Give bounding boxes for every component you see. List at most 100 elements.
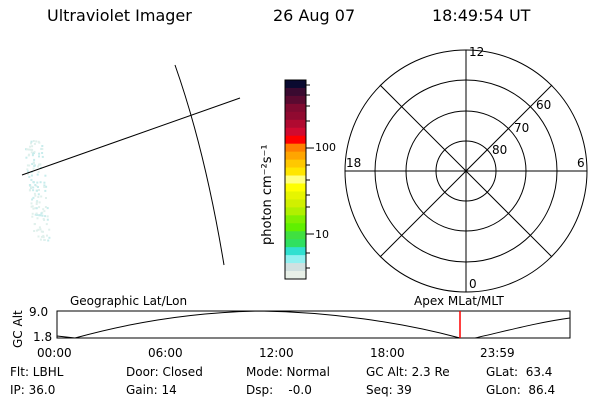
emission-pixel: [44, 215, 47, 218]
mlt-label-12: 12: [469, 45, 485, 59]
emission-pixel: [32, 189, 35, 192]
emission-pixel: [32, 196, 35, 199]
emission-pixel: [39, 238, 42, 241]
emission-pixel: [28, 175, 31, 178]
emission-pixel: [33, 230, 36, 232]
emission-pixel: [37, 193, 40, 196]
emission-pixel: [39, 214, 42, 217]
emission-pixel: [32, 186, 35, 189]
colorbar-swatch: [285, 95, 306, 105]
emission-pixel: [33, 142, 36, 145]
colorbar-swatch: [285, 127, 306, 137]
colorbar-swatch: [285, 223, 306, 232]
colorbar-swatch: [285, 111, 306, 121]
colorbar-swatch: [285, 119, 306, 129]
emission-pixel: [31, 212, 34, 215]
colorbar-swatch: [285, 239, 306, 248]
emission-pixel: [38, 201, 41, 204]
emission-pixel: [35, 212, 38, 215]
emission-pixel: [38, 214, 41, 217]
emission-pixel: [36, 181, 39, 184]
emission-pixel: [35, 207, 38, 210]
emission-pixel: [34, 184, 37, 186]
emission-pixel: [34, 194, 37, 197]
emission-pixel: [32, 152, 34, 155]
colorbar-swatch: [285, 103, 306, 113]
colorbar-swatch: [285, 135, 306, 145]
emission-pixel: [35, 201, 38, 203]
y-tick-9: 9.0: [29, 305, 49, 319]
emission-pixel: [31, 148, 34, 151]
emission-pixel: [25, 148, 28, 151]
emission-pixel: [46, 234, 48, 237]
emission-pixel: [37, 171, 40, 173]
geographic-grid-line: [21, 97, 241, 176]
emission-pixel: [35, 140, 38, 143]
altitude-plot-frame: [56, 310, 571, 339]
timeline-left-title: Geographic Lat/Lon: [70, 294, 188, 308]
geographic-grid-curve: [174, 64, 225, 266]
colorbar-ticks: [306, 84, 314, 269]
emission-pixel: [32, 162, 35, 165]
colorbar-swatch: [285, 231, 306, 240]
emission-pixel: [29, 145, 32, 148]
emission-pixel: [30, 151, 33, 154]
emission-pixel: [37, 165, 40, 168]
emission-pixel: [34, 207, 37, 210]
glat-value: GLat: 63.4: [486, 365, 553, 379]
emission-pixel: [42, 218, 45, 220]
emission-pixel: [28, 184, 31, 186]
x-tick-1200: 12:00: [259, 346, 294, 360]
emission-pixel: [28, 164, 31, 167]
x-tick-1800: 18:00: [370, 346, 405, 360]
instrument-title: Ultraviolet Imager: [47, 6, 192, 25]
emission-pixel: [37, 228, 40, 231]
colorbar-swatch: [285, 247, 306, 256]
colorbar-tick-100: 100: [315, 141, 336, 154]
emission-pixel: [40, 195, 43, 198]
emission-pixel: [36, 189, 38, 192]
gain-value: Gain: 14: [126, 383, 177, 397]
emission-pixel: [39, 181, 42, 184]
emission-pixel: [48, 236, 51, 239]
colorbar-swatch: [285, 271, 306, 280]
colorbar-swatch: [285, 215, 306, 224]
emission-pixel: [37, 196, 40, 198]
mode-value: Mode: Normal: [246, 365, 330, 379]
emission-pixel: [46, 218, 49, 221]
emission-pixel: [31, 215, 34, 218]
emission-pixel: [36, 217, 39, 220]
emission-pixel: [41, 214, 44, 217]
door-value: Door: Closed: [126, 365, 203, 379]
colorbar-swatch: [285, 151, 306, 161]
emission-pixel: [37, 186, 39, 188]
emission-pixel: [36, 213, 38, 216]
emission-pixel: [26, 164, 29, 167]
emission-pixel: [35, 185, 38, 188]
emission-pixel: [41, 152, 44, 154]
mlt-label-6: 6: [577, 156, 585, 170]
colorbar-swatch: [285, 191, 306, 200]
colorbar-swatch: [285, 143, 306, 153]
emission-pixel: [30, 174, 33, 177]
emission-pixel: [38, 152, 41, 155]
mlt-label-18: 18: [346, 156, 362, 170]
polar-grid: [344, 49, 588, 293]
emission-pixel: [41, 155, 44, 158]
emission-pixel: [28, 148, 31, 151]
emission-pixel: [38, 163, 40, 166]
timeline-right-title: Apex MLat/MLT: [414, 294, 504, 308]
emission-pixel: [32, 181, 35, 184]
emission-pixel: [25, 156, 28, 159]
aurora-emission-points: [25, 140, 51, 242]
emission-pixel: [33, 158, 36, 161]
emission-pixel: [35, 203, 38, 205]
emission-pixel: [47, 239, 50, 242]
emission-pixel: [30, 142, 32, 145]
colorbar: [284, 79, 307, 280]
emission-pixel: [29, 188, 32, 191]
lat-label-70: 70: [514, 121, 530, 135]
time-label: 18:49:54 UT: [432, 6, 531, 25]
